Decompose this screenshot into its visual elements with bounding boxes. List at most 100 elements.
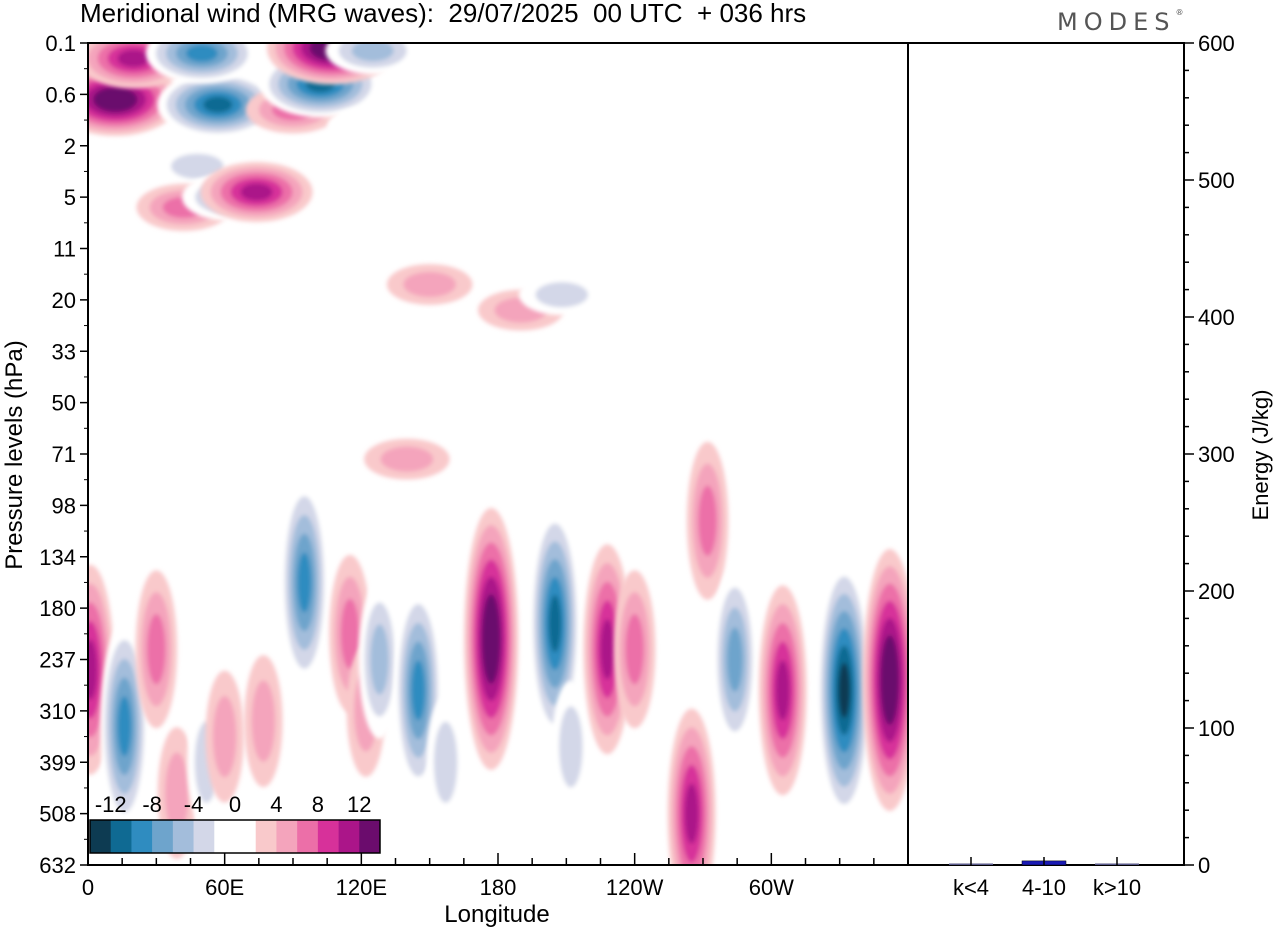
colorbar-swatch xyxy=(297,820,319,853)
colorbar-swatch xyxy=(317,820,339,853)
contour-band xyxy=(88,639,98,700)
colorbar-label: -8 xyxy=(142,792,162,817)
y-axis-label: Pressure levels (hPa) xyxy=(1,340,28,569)
contour-band xyxy=(727,627,743,692)
contour-band xyxy=(485,611,497,667)
contour-band xyxy=(535,282,589,308)
contour-band xyxy=(297,552,312,613)
y-tick-label: 71 xyxy=(52,442,76,467)
colorbar-swatch xyxy=(90,820,112,853)
y-tick-label: 237 xyxy=(39,648,76,673)
y-tick-label: 50 xyxy=(52,391,76,416)
colorbar-swatch xyxy=(214,820,236,853)
y-tick-label: 20 xyxy=(52,288,76,313)
y-tick-label: 98 xyxy=(52,493,76,518)
wind-feature xyxy=(358,580,401,739)
energy-tick-label: 600 xyxy=(1198,31,1235,56)
colorbar-swatch xyxy=(193,820,215,853)
chart-title: Meridional wind (MRG waves): 29/07/2025 … xyxy=(80,0,807,28)
wind-feature xyxy=(244,655,283,788)
colorbar-label: -4 xyxy=(184,792,204,817)
y-tick-label: 508 xyxy=(39,802,76,827)
y-tick-label: 180 xyxy=(39,596,76,621)
wind-feature xyxy=(463,507,519,770)
y-tick-label: 310 xyxy=(39,699,76,724)
x-tick-label: 60W xyxy=(749,875,794,900)
contour-band xyxy=(559,706,583,788)
contour-band xyxy=(351,43,394,62)
wind-feature xyxy=(200,161,313,222)
energy-tick-label: 100 xyxy=(1198,716,1235,741)
colorbar-swatch xyxy=(255,820,277,853)
colorbar-label: 12 xyxy=(347,792,371,817)
energy-category-label: k>10 xyxy=(1093,875,1141,900)
wind-feature xyxy=(379,359,457,395)
energy-tick-label: 300 xyxy=(1198,442,1235,467)
wind-feature xyxy=(817,559,872,822)
colorbar-label: 4 xyxy=(270,792,282,817)
contour-band xyxy=(251,680,276,762)
wind-feature xyxy=(799,483,835,590)
wind-feature xyxy=(364,438,450,480)
contour-band xyxy=(548,594,562,653)
contour-band xyxy=(433,721,458,803)
x-tick-label: 120E xyxy=(336,875,387,900)
contour-band xyxy=(698,485,717,556)
contour-band xyxy=(117,49,150,68)
wind-feature xyxy=(157,71,279,138)
energy-category-label: k<4 xyxy=(953,875,989,900)
x-tick-label: 120W xyxy=(606,875,664,900)
contour-band xyxy=(379,359,457,395)
contour-band xyxy=(327,108,405,143)
brand-text: MODES xyxy=(1057,8,1176,36)
wind-feature xyxy=(518,274,605,316)
x-tick-label: 180 xyxy=(480,875,517,900)
contour-band xyxy=(600,619,615,680)
y-tick-label: 5 xyxy=(64,185,76,210)
contour-band xyxy=(775,660,790,721)
wind-feature xyxy=(686,441,729,600)
energy-category-label: 4-10 xyxy=(1022,875,1066,900)
wind-feature xyxy=(551,680,591,813)
wind-feature xyxy=(327,108,405,143)
colorbar-swatch xyxy=(110,820,132,853)
contour-band xyxy=(147,614,166,685)
contour-band xyxy=(684,783,699,844)
wind-feature xyxy=(862,549,908,812)
wind-feature xyxy=(667,708,716,865)
y-tick-label: 11 xyxy=(53,237,76,262)
wind-feature xyxy=(394,585,443,796)
contour-band xyxy=(185,44,218,62)
y-tick-label: 33 xyxy=(52,339,76,364)
contour-band xyxy=(625,614,644,685)
y-tick-label: 134 xyxy=(39,545,76,570)
colorbar-label: 8 xyxy=(312,792,324,817)
colorbar-swatch xyxy=(359,820,381,853)
registered-mark: ® xyxy=(1175,8,1184,17)
colorbar-label: 0 xyxy=(229,792,241,817)
contour-band xyxy=(212,695,237,778)
contour-band xyxy=(203,96,233,113)
contour-band xyxy=(101,91,129,108)
contour-band xyxy=(403,271,456,298)
colorbar-swatch xyxy=(338,820,360,853)
colorbar: -12 -8 -4 0 4 8 12 xyxy=(89,792,381,854)
wind-feature xyxy=(145,43,258,84)
colorbar-swatch xyxy=(276,820,298,853)
energy-tick-label: 0 xyxy=(1198,853,1210,878)
contour-band xyxy=(240,183,273,201)
energy-tick-label: 400 xyxy=(1198,305,1235,330)
y-tick-label: 2 xyxy=(64,134,76,159)
x-axis-label: Longitude xyxy=(444,901,549,928)
x-tick-label: 60E xyxy=(205,875,244,900)
wind-feature xyxy=(613,570,656,729)
y-tick-label: 632 xyxy=(39,853,76,878)
wind-feature xyxy=(135,570,178,729)
energy-bars: k<4 4-10 k>10 xyxy=(949,857,1141,900)
contour-band xyxy=(117,696,132,757)
wind-feature xyxy=(426,696,465,829)
colorbar-swatch xyxy=(235,820,257,853)
y-tick-label: 0.6 xyxy=(45,82,76,107)
contour-band xyxy=(380,446,434,472)
